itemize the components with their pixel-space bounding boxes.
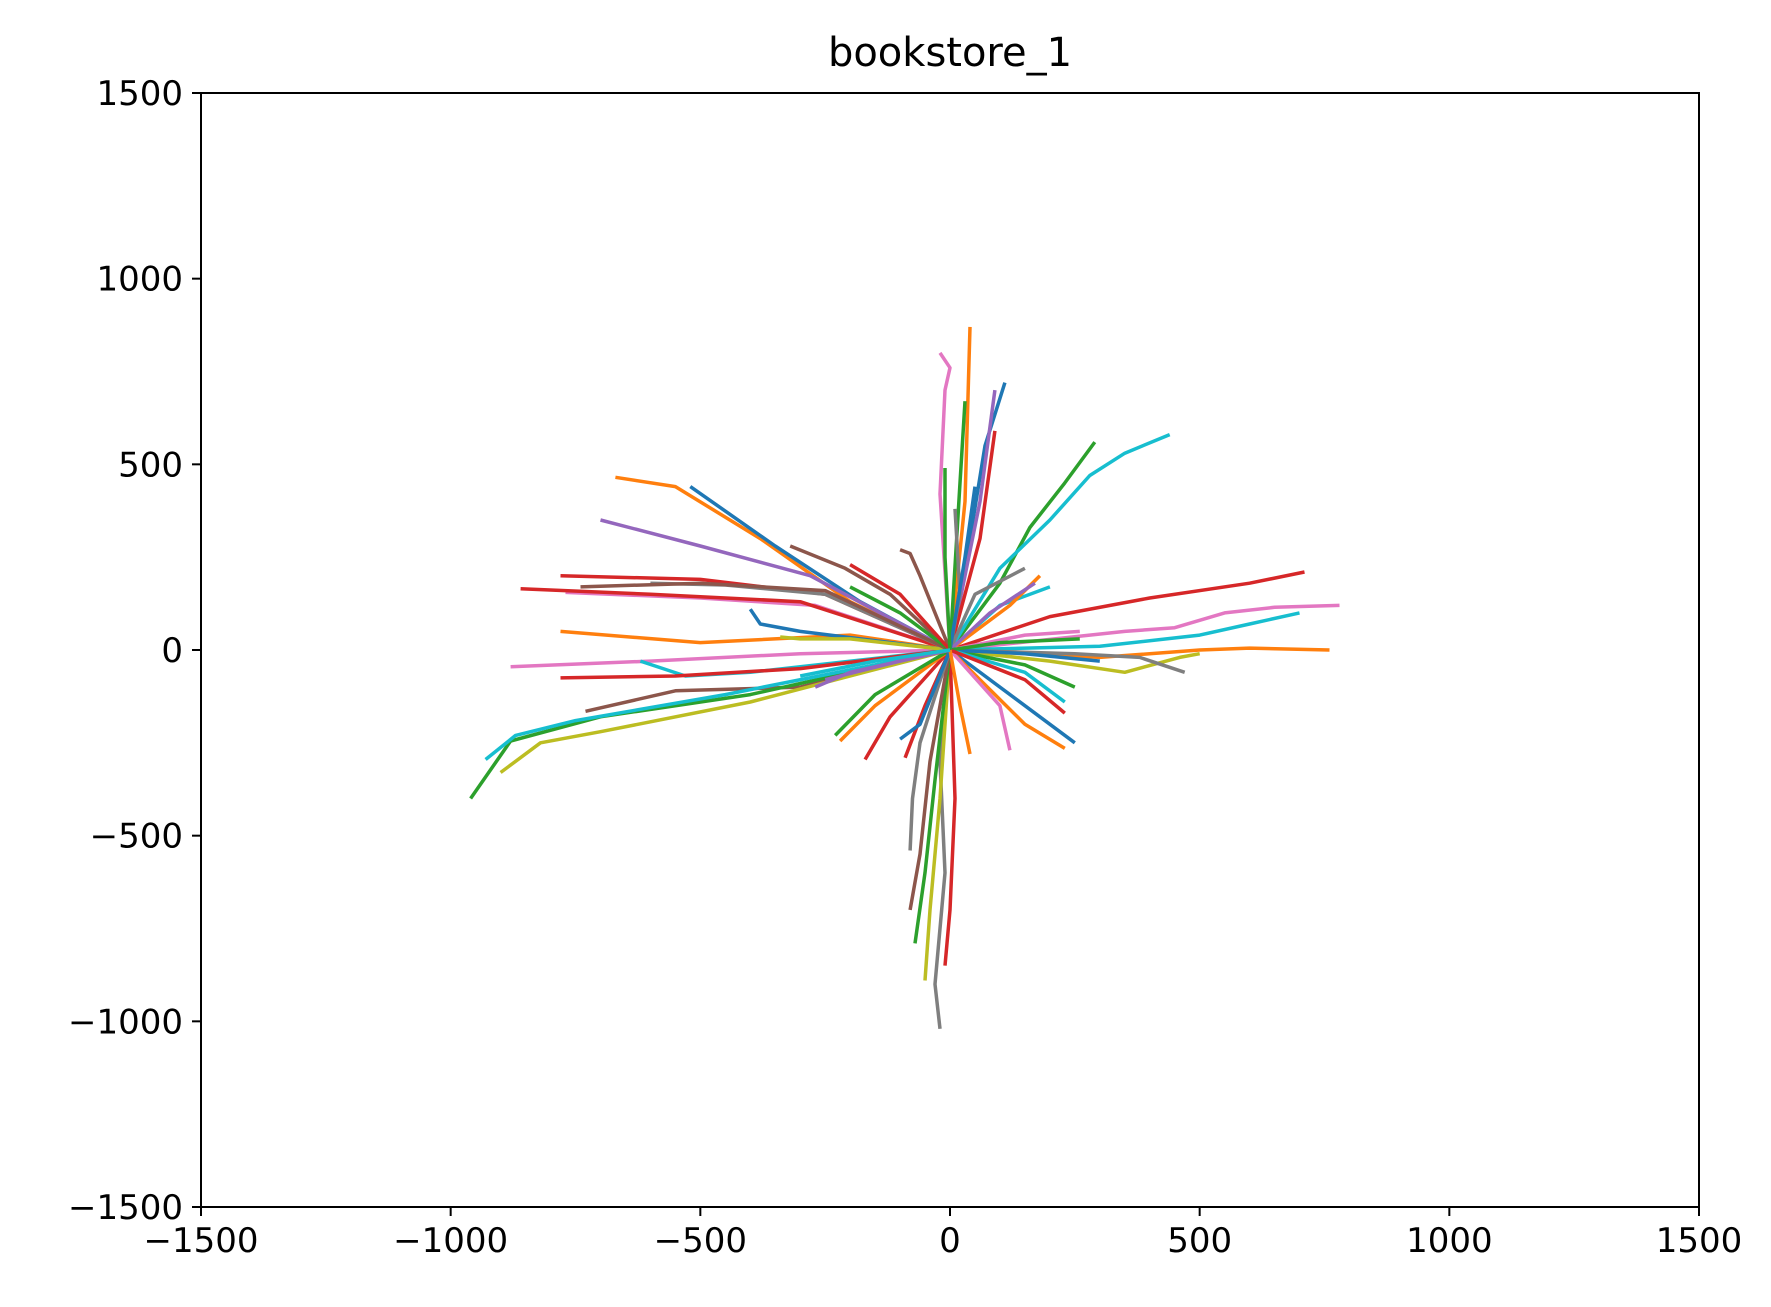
series-line-52 — [580, 581, 951, 652]
x-tick-label: 500 — [1167, 1221, 1232, 1261]
series-line-59 — [949, 637, 1080, 652]
series-line-35 — [948, 648, 1066, 750]
x-tick-label: 0 — [939, 1221, 961, 1261]
chart-title: bookstore_1 — [828, 30, 1072, 76]
series-line-33 — [908, 649, 952, 851]
series-line-63 — [943, 468, 952, 651]
series-line-8 — [949, 570, 1305, 652]
series-line-36 — [948, 648, 1012, 751]
series-line-6 — [948, 441, 1097, 652]
series-line-7 — [948, 432, 1171, 651]
x-tick-label: −1500 — [143, 1221, 258, 1261]
y-tick-label: −500 — [90, 817, 183, 857]
series-line-1 — [948, 326, 972, 651]
series-line-50 — [780, 635, 951, 652]
y-tick-label: 1500 — [96, 74, 183, 114]
series-layer — [469, 326, 1340, 1029]
series-line-34 — [948, 648, 1076, 745]
series-line-62 — [948, 486, 977, 651]
series-line-56 — [899, 649, 952, 741]
y-tick-label: 500 — [118, 445, 183, 485]
series-line-9 — [949, 603, 1340, 652]
series-line-38 — [838, 648, 952, 743]
x-tick-label: 1000 — [1406, 1221, 1493, 1261]
series-line-30 — [943, 649, 957, 966]
y-tick-label: 1000 — [96, 260, 183, 300]
series-line-47 — [949, 648, 1066, 704]
series-line-31 — [913, 649, 952, 944]
x-axis: −1500 −1000 −500 0 500 1000 1500 — [143, 1207, 1742, 1261]
y-tick-label: −1500 — [68, 1188, 183, 1228]
series-line-45 — [949, 648, 1076, 689]
series-line-46 — [949, 648, 1100, 663]
series-line-26 — [484, 648, 951, 761]
series-line-40 — [789, 544, 952, 652]
series-line-39 — [833, 648, 951, 737]
series-line-41 — [899, 548, 952, 651]
series-line-21 — [510, 648, 951, 669]
series-line-58 — [948, 581, 1036, 652]
series-line-64 — [948, 649, 972, 755]
series-line-5 — [948, 430, 997, 651]
y-axis: −1500 −1000 −500 0 500 1000 1500 — [68, 74, 201, 1228]
series-line-53 — [849, 585, 952, 652]
series-line-12 — [949, 648, 1201, 675]
series-line-57 — [948, 566, 1026, 651]
x-tick-label: −500 — [654, 1221, 747, 1261]
series-line-4 — [948, 401, 967, 651]
y-tick-label: 0 — [161, 631, 183, 671]
series-line-60 — [949, 648, 1066, 715]
series-line-23 — [560, 648, 951, 680]
series-line-29 — [923, 649, 952, 981]
series-line-10 — [949, 611, 1300, 652]
series-line-54 — [849, 563, 952, 652]
series-line-66 — [799, 648, 951, 678]
x-tick-label: 1500 — [1656, 1221, 1743, 1261]
x-tick-label: −1000 — [393, 1221, 508, 1261]
series-line-16 — [600, 518, 951, 652]
y-tick-label: −1000 — [68, 1002, 183, 1042]
series-line-37 — [863, 648, 952, 761]
series-line-32 — [908, 649, 952, 911]
series-line-19 — [520, 586, 951, 652]
